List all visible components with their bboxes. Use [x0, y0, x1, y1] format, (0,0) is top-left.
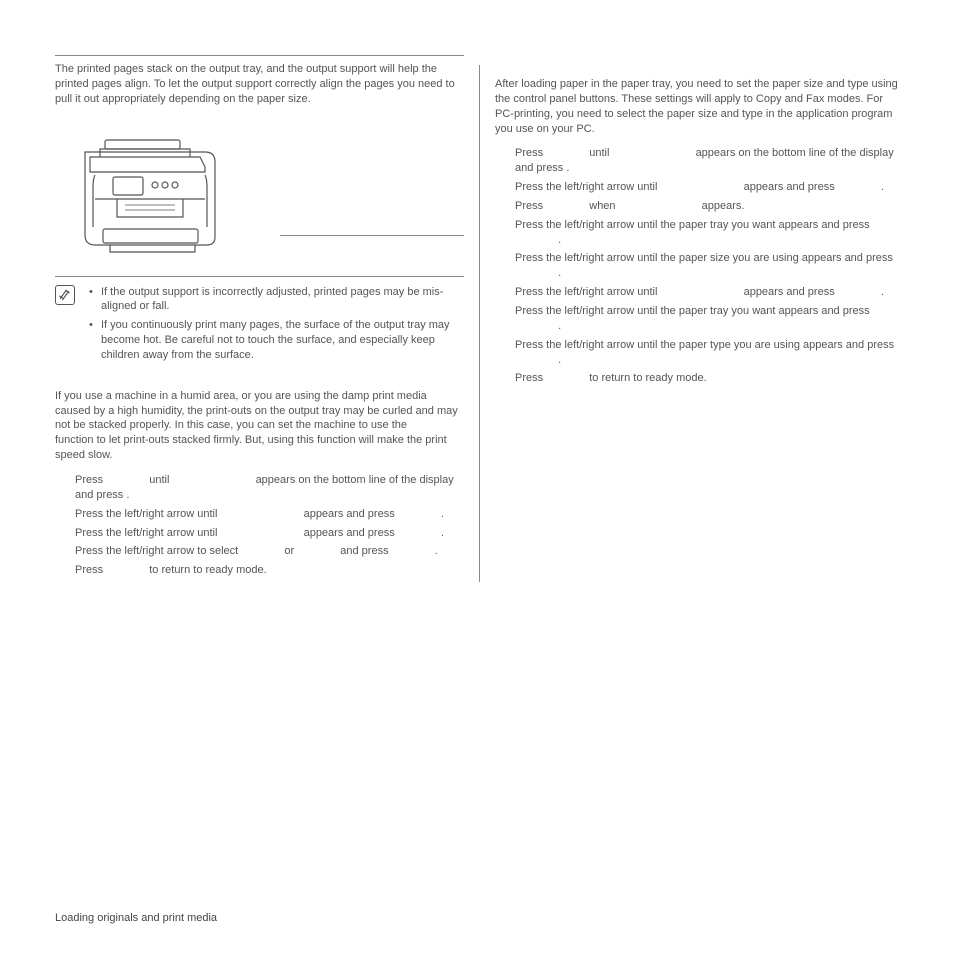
- step-item: Press the left/right arrow until the pap…: [515, 218, 904, 248]
- left-column: The printed pages stack on the output tr…: [55, 55, 479, 582]
- note-item: If you continuously print many pages, th…: [85, 318, 464, 363]
- note-icon: [55, 285, 75, 305]
- step-item: Press the left/right arrow until the pap…: [515, 338, 904, 368]
- step-item: Press the left/right arrow until appears…: [75, 526, 464, 541]
- step-item: Press until appears on the bottom line o…: [515, 146, 904, 176]
- page-footer: Loading originals and print media: [55, 911, 217, 926]
- humid-text-post: function to let print-outs stacked firml…: [55, 434, 447, 461]
- step-item: Press when appears.: [515, 199, 904, 214]
- step-item: Press the left/right arrow until appears…: [75, 507, 464, 522]
- step-item: Press the left/right arrow to select or …: [75, 544, 464, 559]
- note-list: If the output support is incorrectly adj…: [85, 285, 464, 367]
- left-steps: Press until appears on the bottom line o…: [55, 473, 464, 578]
- section-rule: [55, 55, 464, 56]
- paper-setting-intro: After loading paper in the paper tray, y…: [495, 77, 904, 136]
- page-content: The printed pages stack on the output tr…: [0, 0, 954, 602]
- step-item: Press to return to ready mode.: [75, 563, 464, 578]
- step-item: Press the left/right arrow until appears…: [515, 285, 904, 300]
- humid-section: If you use a machine in a humid area, or…: [55, 389, 464, 578]
- note-box: If the output support is incorrectly adj…: [55, 276, 464, 367]
- right-column: After loading paper in the paper tray, y…: [480, 55, 904, 582]
- step-item: Press the left/right arrow until the pap…: [515, 304, 904, 334]
- step-item: Press to return to ready mode.: [515, 371, 904, 386]
- output-tray-intro: The printed pages stack on the output tr…: [55, 62, 464, 107]
- short-rule: [280, 235, 464, 236]
- humid-text-pre: If you use a machine in a humid area, or…: [55, 390, 458, 432]
- right-steps: Press until appears on the bottom line o…: [495, 146, 904, 386]
- note-item: If the output support is incorrectly adj…: [85, 285, 464, 315]
- humid-paragraph: If you use a machine in a humid area, or…: [55, 389, 464, 463]
- printer-illustration: [55, 117, 464, 267]
- step-item: Press the left/right arrow until the pap…: [515, 251, 904, 281]
- step-item: Press the left/right arrow until appears…: [515, 180, 904, 195]
- step-item: Press until appears on the bottom line o…: [75, 473, 464, 503]
